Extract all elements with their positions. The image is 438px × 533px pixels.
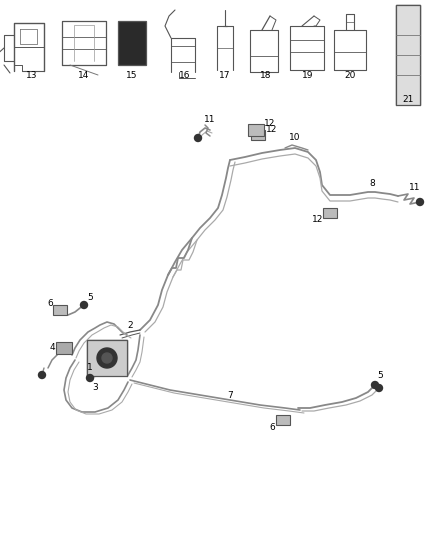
Text: 17: 17	[219, 71, 231, 80]
Circle shape	[194, 134, 201, 141]
Circle shape	[86, 375, 93, 382]
Text: 20: 20	[344, 71, 356, 80]
Text: 11: 11	[409, 183, 421, 192]
Text: 1: 1	[87, 364, 93, 373]
Bar	[118, 21, 146, 65]
Bar	[396, 5, 420, 105]
Circle shape	[97, 348, 117, 368]
Text: 5: 5	[87, 294, 93, 303]
Text: 14: 14	[78, 71, 90, 80]
Text: 8: 8	[369, 180, 375, 189]
Bar	[87, 340, 127, 376]
Text: 2: 2	[127, 320, 133, 329]
Circle shape	[371, 382, 378, 389]
Bar	[56, 342, 72, 354]
Bar	[276, 415, 290, 425]
Text: 21: 21	[403, 95, 413, 104]
Text: 3: 3	[92, 384, 98, 392]
Bar	[251, 130, 265, 140]
Text: 7: 7	[227, 391, 233, 400]
Text: 4: 4	[49, 343, 55, 352]
Text: 6: 6	[269, 424, 275, 432]
Text: 12: 12	[312, 215, 324, 224]
Text: 11: 11	[204, 116, 216, 125]
Bar	[248, 124, 264, 136]
Circle shape	[102, 353, 112, 363]
Text: 19: 19	[302, 71, 314, 80]
Text: 5: 5	[377, 370, 383, 379]
Bar	[323, 208, 337, 218]
Text: 16: 16	[179, 71, 191, 80]
Text: 13: 13	[26, 71, 38, 80]
Circle shape	[417, 198, 424, 206]
Text: 12: 12	[266, 125, 278, 134]
Text: 6: 6	[47, 298, 53, 308]
Text: 10: 10	[289, 133, 301, 142]
Text: 15: 15	[126, 71, 138, 80]
Bar	[53, 305, 67, 315]
Text: 12: 12	[264, 119, 276, 128]
Text: 18: 18	[260, 71, 272, 80]
Circle shape	[81, 302, 88, 309]
Circle shape	[375, 384, 382, 392]
Circle shape	[39, 372, 46, 378]
